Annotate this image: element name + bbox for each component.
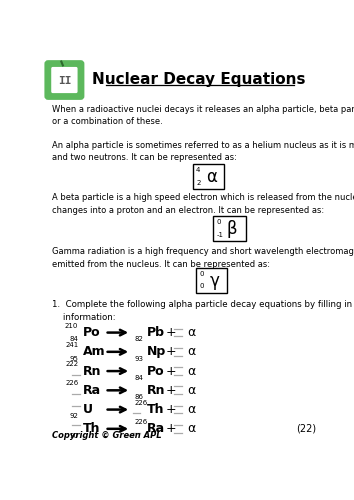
Bar xyxy=(196,268,227,292)
Text: Ra: Ra xyxy=(83,384,101,397)
Text: 1.  Complete the following alpha particle decay equations by filling in the miss: 1. Complete the following alpha particle… xyxy=(52,300,354,322)
Text: Th: Th xyxy=(147,403,164,416)
Text: Np: Np xyxy=(147,346,166,358)
Text: 93: 93 xyxy=(134,356,143,362)
Text: 90: 90 xyxy=(69,432,78,438)
Text: (22): (22) xyxy=(296,424,316,434)
Text: +: + xyxy=(166,384,177,397)
Text: 2: 2 xyxy=(196,180,200,186)
Text: Am: Am xyxy=(83,346,105,358)
Text: α: α xyxy=(206,168,217,186)
Text: 222: 222 xyxy=(65,361,78,367)
Text: α: α xyxy=(187,346,195,358)
Text: U: U xyxy=(83,403,93,416)
Text: 226: 226 xyxy=(134,400,147,406)
Text: 4: 4 xyxy=(196,167,200,173)
Text: 92: 92 xyxy=(69,414,78,420)
Text: Th: Th xyxy=(83,422,101,436)
Text: 226: 226 xyxy=(65,380,78,386)
Text: 84: 84 xyxy=(69,336,78,342)
Text: Po: Po xyxy=(147,364,164,378)
Text: α: α xyxy=(187,422,195,436)
Text: +: + xyxy=(166,403,177,416)
Text: -1: -1 xyxy=(216,232,223,238)
Text: α: α xyxy=(187,326,195,339)
Text: 0: 0 xyxy=(216,220,221,226)
Text: +: + xyxy=(166,422,177,436)
Text: 95: 95 xyxy=(69,356,78,362)
FancyBboxPatch shape xyxy=(51,67,78,93)
Bar xyxy=(193,164,224,188)
Text: Po: Po xyxy=(83,326,101,339)
Text: +: + xyxy=(166,326,177,339)
Text: α: α xyxy=(187,384,195,397)
Text: α: α xyxy=(187,364,195,378)
Text: α: α xyxy=(187,403,195,416)
Text: Nuclear Decay Equations: Nuclear Decay Equations xyxy=(92,72,306,87)
Bar xyxy=(213,216,246,241)
Text: Rn: Rn xyxy=(83,364,102,378)
Text: 226: 226 xyxy=(134,419,147,425)
Text: II: II xyxy=(58,76,71,86)
Text: Gamma radiation is a high frequency and short wavelength electromagnetic wave wh: Gamma radiation is a high frequency and … xyxy=(52,247,354,268)
Text: 241: 241 xyxy=(65,342,78,348)
Text: 0: 0 xyxy=(199,284,204,290)
FancyBboxPatch shape xyxy=(46,62,83,98)
Text: 84: 84 xyxy=(134,375,143,381)
Text: Rn: Rn xyxy=(147,384,165,397)
Text: Copyright © Green APL: Copyright © Green APL xyxy=(52,430,162,440)
Text: +: + xyxy=(166,346,177,358)
Text: 86: 86 xyxy=(134,394,143,400)
Text: +: + xyxy=(166,364,177,378)
Text: Ra: Ra xyxy=(147,422,165,436)
Text: β: β xyxy=(227,220,237,238)
Text: 82: 82 xyxy=(134,336,143,342)
Text: 0: 0 xyxy=(199,271,204,277)
Text: γ: γ xyxy=(210,272,220,290)
Text: A beta particle is a high speed electron which is released from the nucleus when: A beta particle is a high speed electron… xyxy=(52,193,354,214)
Text: When a radioactive nuclei decays it releases an alpha particle, beta particle, g: When a radioactive nuclei decays it rele… xyxy=(52,104,354,126)
Text: Pb: Pb xyxy=(147,326,165,339)
Text: 210: 210 xyxy=(65,322,78,328)
Text: An alpha particle is sometimes referred to as a helium nucleus as it is made fro: An alpha particle is sometimes referred … xyxy=(52,141,354,163)
